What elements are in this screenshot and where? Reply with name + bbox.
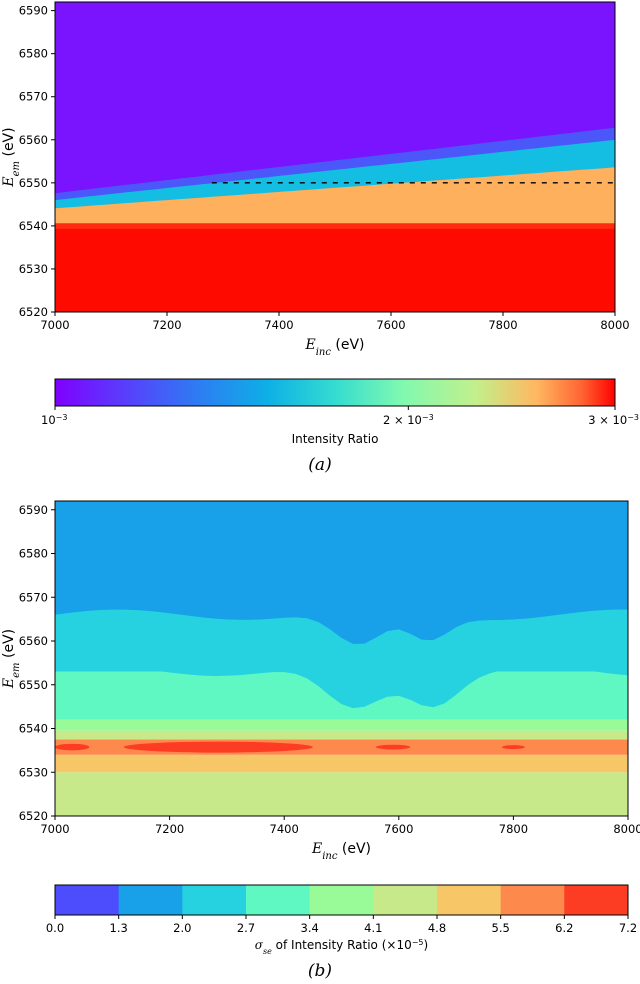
- panel-a-colorbar: [54, 378, 616, 407]
- y-tick-label: 6550: [19, 176, 48, 190]
- panel-a-ticks: 7000 7200 7400 7600 7800 8000 6520 6530 6540 6550…: [19, 4, 630, 332]
- hotspot: [375, 744, 411, 750]
- colorbar-tick-label: 3 × 10−3: [588, 413, 639, 428]
- panel-a-colorbar-label: Intensity Ratio: [292, 432, 379, 446]
- x-tick-label: 7200: [152, 318, 181, 332]
- x-tick-label: 8000: [600, 318, 629, 332]
- y-tick-label: 6580: [19, 47, 48, 61]
- x-tick-label: 7200: [155, 822, 184, 836]
- y-tick-label: 6560: [19, 133, 48, 147]
- colorbar-tick-label: 6.2: [555, 921, 573, 935]
- hotspot: [501, 745, 525, 750]
- colorbar-segment: [118, 885, 183, 915]
- y-tick-label: 6530: [19, 765, 48, 779]
- colorbar-tick-label: 5.5: [492, 921, 510, 935]
- y-tick-label: 6540: [19, 219, 48, 233]
- colorbar-segment: [55, 885, 120, 915]
- colorbar-segment: [500, 885, 565, 915]
- colorbar-segment: [437, 885, 502, 915]
- colorbar-tick-label: 2 × 10−3: [383, 413, 434, 428]
- colorbar-segment: [309, 885, 374, 915]
- colorbar-frame: [54, 884, 629, 916]
- x-tick-label: 7000: [40, 822, 69, 836]
- y-tick-label: 6520: [19, 305, 48, 319]
- panel-a-caption: (a): [308, 455, 331, 475]
- panel-a-colorbar-ticks: 10−3 2 × 10−3 3 × 10−3: [41, 406, 639, 427]
- y-tick-label: 6590: [19, 4, 48, 18]
- y-tick-label: 6590: [19, 503, 48, 517]
- colorbar-tick-label: 2.7: [237, 921, 255, 935]
- panel-a-plot-area: [55, 2, 615, 312]
- contour-band: [55, 719, 628, 731]
- panel-a-x-axis-label: Einc (eV): [304, 337, 364, 358]
- panel-b-colorbar-ticks: 0.0 1.3 2.0 2.7 3.4 4.1 4.8 5.5 6.2 7.2: [46, 915, 637, 935]
- panel-b-frame: [54, 500, 629, 817]
- y-tick-label: 6550: [19, 678, 48, 692]
- contour-region-2-0: [55, 609, 628, 709]
- panel-a-frame: [54, 1, 616, 313]
- x-tick-label: 7000: [40, 318, 69, 332]
- y-tick-label: 6580: [19, 547, 48, 561]
- colorbar-tick-label: 1.3: [110, 921, 128, 935]
- panel-b-y-axis-label: Eem (eV): [1, 629, 22, 689]
- panel-b-colorbar: [54, 884, 629, 916]
- panel-b-caption: (b): [308, 961, 332, 981]
- colorbar-tick-label: 4.8: [428, 921, 446, 935]
- colorbar-tick-label: 4.1: [364, 921, 382, 935]
- x-tick-label: 8000: [613, 822, 640, 836]
- x-tick-label: 7600: [384, 822, 413, 836]
- panel-b-plot-area: [55, 501, 628, 816]
- y-tick-label: 6560: [19, 634, 48, 648]
- x-tick-label: 7800: [499, 822, 528, 836]
- y-tick-label: 6570: [19, 590, 48, 604]
- x-tick-label: 7400: [264, 318, 293, 332]
- x-tick-label: 7400: [270, 822, 299, 836]
- hotspot: [123, 741, 313, 753]
- y-tick-label: 6540: [19, 722, 48, 736]
- colorbar-segment: [182, 885, 247, 915]
- panel-b-x-axis-label: Einc (eV): [311, 841, 371, 862]
- colorbar-tick-label: 0.0: [46, 921, 64, 935]
- panel-a: 7000 7200 7400 7600 7800 8000 6520 6530 6540 6550…: [1, 1, 639, 475]
- heatmap-red-region: [55, 228, 615, 312]
- panel-b-colorbar-label: σse of Intensity Ratio (×10−5): [255, 938, 428, 956]
- panel-b: 7000 7200 7400 7600 7800 8000 6520 6530 6540 6550…: [1, 500, 640, 981]
- colorbar-segment: [373, 885, 438, 915]
- x-tick-label: 7600: [376, 318, 405, 332]
- contour-band: [55, 772, 628, 816]
- colorbar-segment: [246, 885, 311, 915]
- contour-band: [55, 730, 628, 740]
- colorbar-tick-label: 10−3: [41, 413, 67, 428]
- colorbar-tick-label: 7.2: [619, 921, 637, 935]
- colorbar-tick-label: 3.4: [301, 921, 319, 935]
- colorbar-tick-label: 2.0: [173, 921, 191, 935]
- contour-band: [55, 754, 628, 773]
- panel-a-y-axis-label: Eem (eV): [1, 127, 22, 187]
- panel-b-ticks: 7000 7200 7400 7600 7800 8000 6520 6530 6540 6550…: [19, 503, 640, 836]
- contour-region-1-3: [55, 501, 628, 644]
- colorbar-segment: [564, 885, 629, 915]
- y-tick-label: 6530: [19, 262, 48, 276]
- y-tick-label: 6520: [19, 809, 48, 823]
- hotspot: [55, 743, 90, 751]
- y-tick-label: 6570: [19, 90, 48, 104]
- x-tick-label: 7800: [488, 318, 517, 332]
